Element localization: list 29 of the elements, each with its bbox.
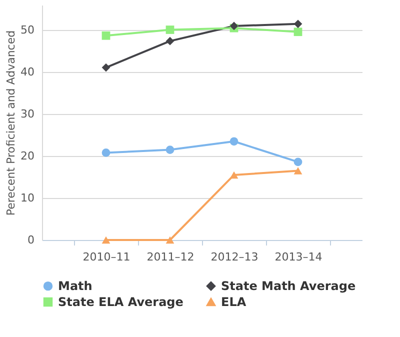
legend-label: State Math Average xyxy=(221,279,356,294)
y-tick-label: 20 xyxy=(20,150,34,163)
point xyxy=(294,158,302,166)
point xyxy=(230,171,238,179)
y-tick-label: 50 xyxy=(20,24,34,37)
y-tick-label: 30 xyxy=(20,108,34,121)
y-tick-label: 40 xyxy=(20,66,34,79)
point xyxy=(230,137,238,146)
point xyxy=(102,236,110,244)
y-tick-label: 10 xyxy=(20,192,34,205)
point xyxy=(294,28,302,36)
point xyxy=(166,26,174,34)
legend-label: Math xyxy=(58,279,92,294)
legend-label: State ELA Average xyxy=(58,295,184,309)
y-tick-label: 0 xyxy=(28,234,34,246)
y-axis-title: Perecent Proficient and Advanced xyxy=(4,30,18,216)
point xyxy=(102,63,110,72)
point xyxy=(166,146,174,154)
point xyxy=(102,148,110,157)
point xyxy=(294,20,302,28)
x-tick-label: 2013–14 xyxy=(274,250,322,264)
point xyxy=(294,167,302,174)
x-tick-label: 2011–12 xyxy=(146,250,194,264)
x-tick-label: 2010–11 xyxy=(82,250,130,264)
legend-label: ELA xyxy=(221,295,247,309)
point xyxy=(102,31,110,40)
point xyxy=(166,236,174,244)
point xyxy=(166,36,174,46)
x-tick-label: 2012–13 xyxy=(210,250,258,264)
